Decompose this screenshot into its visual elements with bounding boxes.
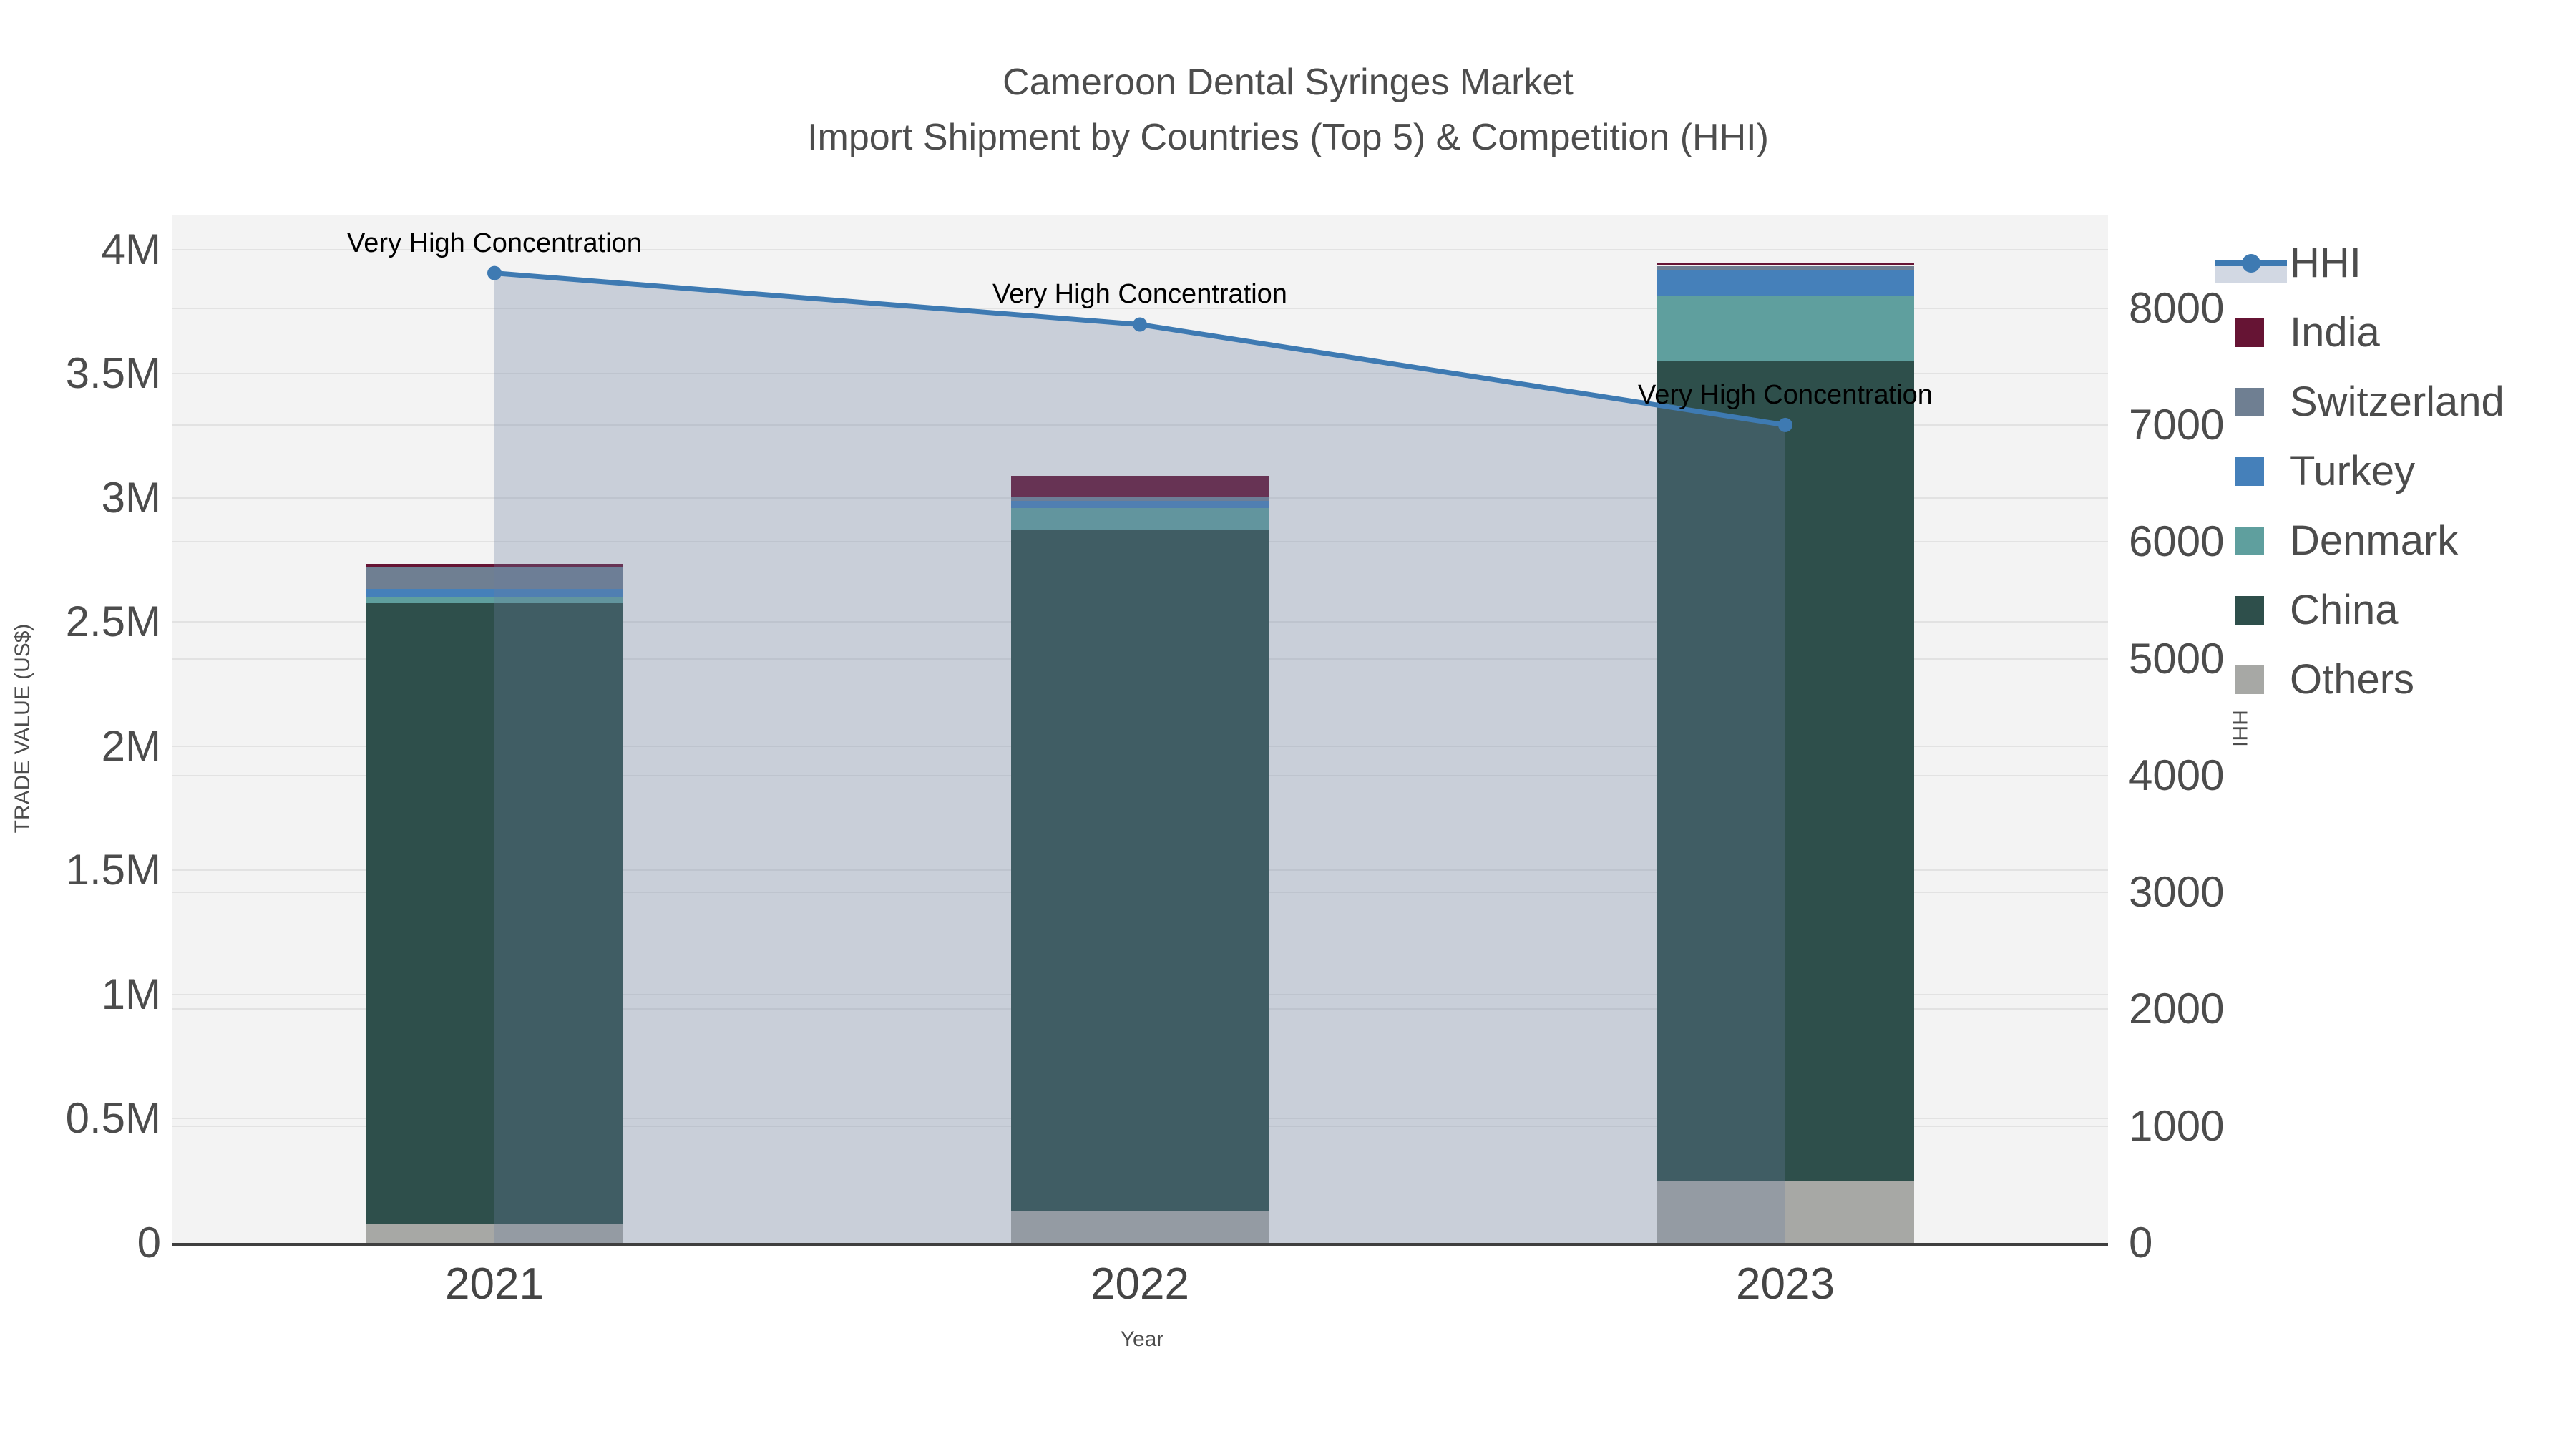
- x-tick-label-2023: 2023: [1736, 1259, 1835, 1309]
- hhi-marker-2022[interactable]: [1133, 317, 1147, 332]
- hhi-marker-2021[interactable]: [487, 265, 502, 280]
- bar-segment-india-2023[interactable]: [1657, 263, 1914, 266]
- bar-segment-china-2022[interactable]: [1011, 530, 1269, 1211]
- legend-item-others[interactable]: Others: [2215, 655, 2573, 705]
- annotation-2022: Very High Concentration: [992, 279, 1287, 310]
- x-axis-line: [172, 1243, 2108, 1246]
- switzerland-swatch: [2235, 388, 2264, 416]
- legend-label-others: Others: [2290, 656, 2415, 703]
- gridline-left-axis: [172, 248, 2108, 250]
- x-axis-title: Year: [1120, 1327, 1164, 1351]
- turkey-swatch: [2235, 457, 2264, 486]
- y-right-tick-label: 8000: [2129, 283, 2225, 332]
- chart-title-line2: Import Shipment by Countries (Top 5) & C…: [807, 117, 1769, 158]
- others-swatch: [2235, 665, 2264, 694]
- bar-segment-turkey-2022[interactable]: [1011, 500, 1269, 508]
- bar-segment-others-2023[interactable]: [1657, 1181, 1914, 1243]
- x-tick-label-2022: 2022: [1091, 1259, 1189, 1309]
- bar-segment-india-2022[interactable]: [1011, 475, 1269, 497]
- denmark-swatch: [2235, 527, 2264, 555]
- legend-label-india: India: [2290, 309, 2380, 356]
- legend-item-turkey[interactable]: Turkey: [2215, 447, 2573, 497]
- annotation-2023: Very High Concentration: [1638, 379, 1933, 410]
- y-left-tick-label: 2.5M: [65, 597, 161, 646]
- china-swatch: [2235, 596, 2264, 625]
- hhi-legend-marker: [2242, 254, 2260, 273]
- y-left-tick-label: 2M: [101, 721, 161, 770]
- x-tick-label-2021: 2021: [445, 1259, 544, 1309]
- legend-label-turkey: Turkey: [2290, 448, 2416, 494]
- legend-label-denmark: Denmark: [2290, 517, 2459, 564]
- y-left-tick-label: 1M: [101, 970, 161, 1018]
- bar-segment-switzerland-2022[interactable]: [1011, 496, 1269, 501]
- y-right-tick-label: 3000: [2129, 868, 2225, 917]
- bar-segment-denmark-2022[interactable]: [1011, 507, 1269, 530]
- chart-title-line1: Cameroon Dental Syringes Market: [1002, 62, 1574, 103]
- y-right-tick-label: 1000: [2129, 1101, 2225, 1150]
- bar-segment-switzerland-2021[interactable]: [366, 567, 623, 590]
- bar-segment-others-2021[interactable]: [366, 1224, 623, 1243]
- bar-segment-turkey-2023[interactable]: [1657, 270, 1914, 296]
- y-left-tick-label: 0.5M: [65, 1094, 161, 1143]
- legend-item-hhi[interactable]: HHI: [2215, 238, 2573, 288]
- annotation-2021: Very High Concentration: [347, 228, 642, 258]
- y-left-tick-label: 4M: [101, 225, 161, 273]
- legend-item-china[interactable]: China: [2215, 585, 2573, 635]
- plot-area: [172, 215, 2108, 1243]
- legend-label-switzerland: Switzerland: [2290, 379, 2504, 425]
- y-right-tick-label: 6000: [2129, 517, 2225, 566]
- y-right-tick-label: 4000: [2129, 751, 2225, 799]
- legend-item-india[interactable]: India: [2215, 308, 2573, 358]
- y-right-tick-label: 7000: [2129, 400, 2225, 449]
- legend-item-denmark[interactable]: Denmark: [2215, 516, 2573, 566]
- bar-segment-india-2021[interactable]: [366, 564, 623, 568]
- y-left-tick-label: 3M: [101, 473, 161, 522]
- y-right-tick-label: 0: [2129, 1219, 2153, 1267]
- bar-segment-others-2022[interactable]: [1011, 1210, 1269, 1243]
- legend-label-hhi: HHI: [2290, 240, 2361, 286]
- y-left-tick-label: 1.5M: [65, 846, 161, 894]
- y-right-tick-label: 2000: [2129, 985, 2225, 1033]
- y-left-tick-label: 0: [137, 1219, 161, 1267]
- bar-segment-denmark-2021[interactable]: [366, 597, 623, 604]
- bar-segment-china-2021[interactable]: [366, 603, 623, 1224]
- bar-segment-switzerland-2023[interactable]: [1657, 265, 1914, 271]
- y-right-tick-label: 5000: [2129, 634, 2225, 683]
- bar-segment-china-2023[interactable]: [1657, 361, 1914, 1181]
- legend-item-switzerland[interactable]: Switzerland: [2215, 377, 2573, 427]
- bar-segment-turkey-2021[interactable]: [366, 589, 623, 597]
- y-left-tick-label: 3.5M: [65, 349, 161, 398]
- legend-label-china: China: [2290, 587, 2399, 633]
- india-swatch: [2235, 318, 2264, 347]
- bar-segment-denmark-2023[interactable]: [1657, 296, 1914, 361]
